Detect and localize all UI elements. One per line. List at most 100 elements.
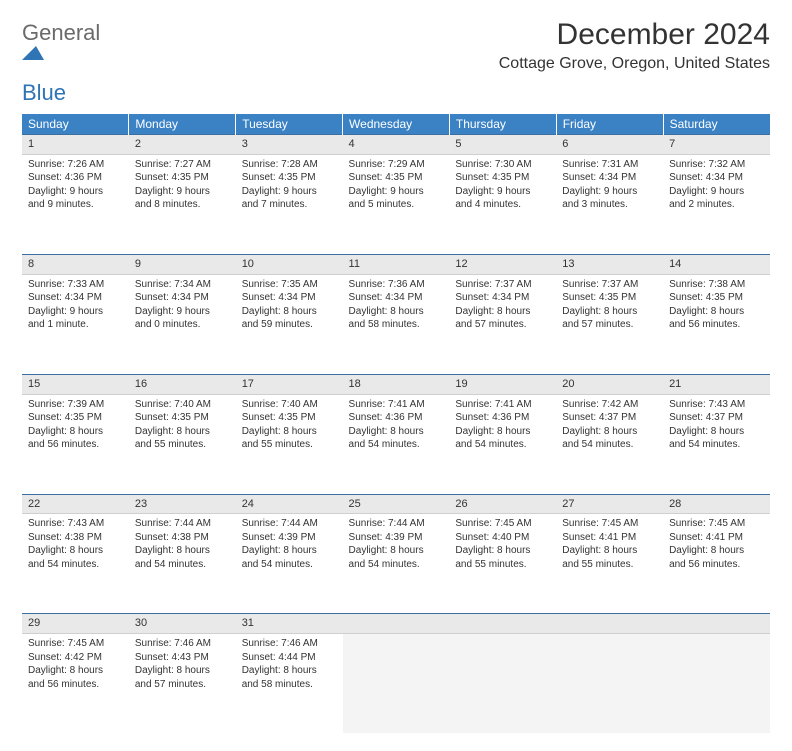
- day-info-line: Sunrise: 7:38 AM: [669, 278, 764, 292]
- day-content-cell: Sunrise: 7:41 AMSunset: 4:36 PMDaylight:…: [343, 394, 450, 494]
- day-info-line: and 59 minutes.: [242, 318, 337, 332]
- day-number-cell: 10: [236, 254, 343, 274]
- day-content-cell: Sunrise: 7:44 AMSunset: 4:39 PMDaylight:…: [343, 514, 450, 614]
- day-info-line: Sunset: 4:34 PM: [669, 171, 764, 185]
- day-content-row: Sunrise: 7:39 AMSunset: 4:35 PMDaylight:…: [22, 394, 770, 494]
- day-info-line: and 54 minutes.: [349, 558, 444, 572]
- day-number-row: 293031: [22, 614, 770, 634]
- day-content-cell: Sunrise: 7:43 AMSunset: 4:37 PMDaylight:…: [663, 394, 770, 494]
- day-info-line: Sunrise: 7:44 AM: [242, 517, 337, 531]
- day-info-line: Sunset: 4:36 PM: [349, 411, 444, 425]
- day-content-cell: Sunrise: 7:31 AMSunset: 4:34 PMDaylight:…: [556, 154, 663, 254]
- day-info-line: Sunset: 4:35 PM: [242, 411, 337, 425]
- day-info-line: Daylight: 8 hours: [242, 305, 337, 319]
- day-info-line: and 58 minutes.: [349, 318, 444, 332]
- day-info-line: Sunrise: 7:32 AM: [669, 158, 764, 172]
- day-info-line: Sunset: 4:41 PM: [562, 531, 657, 545]
- day-content-cell: Sunrise: 7:27 AMSunset: 4:35 PMDaylight:…: [129, 154, 236, 254]
- day-number-cell: 19: [449, 374, 556, 394]
- day-info-line: and 5 minutes.: [349, 198, 444, 212]
- day-number-cell: 12: [449, 254, 556, 274]
- day-content-cell: Sunrise: 7:32 AMSunset: 4:34 PMDaylight:…: [663, 154, 770, 254]
- day-info-line: Sunset: 4:44 PM: [242, 651, 337, 665]
- day-number-cell: 25: [343, 494, 450, 514]
- day-number-cell: 26: [449, 494, 556, 514]
- logo-blue: Blue: [22, 80, 66, 105]
- day-info-line: Sunset: 4:35 PM: [669, 291, 764, 305]
- day-number-cell: 17: [236, 374, 343, 394]
- day-number-cell: 15: [22, 374, 129, 394]
- day-info-line: Sunrise: 7:45 AM: [669, 517, 764, 531]
- logo-triangle-icon: [22, 44, 100, 60]
- day-number-cell: 30: [129, 614, 236, 634]
- day-info-line: Sunrise: 7:45 AM: [562, 517, 657, 531]
- day-content-cell: Sunrise: 7:45 AMSunset: 4:42 PMDaylight:…: [22, 634, 129, 734]
- day-number-cell: 22: [22, 494, 129, 514]
- logo-general: General: [22, 20, 100, 45]
- day-info-line: Sunrise: 7:43 AM: [28, 517, 123, 531]
- day-info-line: Daylight: 8 hours: [669, 544, 764, 558]
- day-content-row: Sunrise: 7:45 AMSunset: 4:42 PMDaylight:…: [22, 634, 770, 734]
- weekday-header: Saturday: [663, 114, 770, 135]
- day-info-line: and 54 minutes.: [28, 558, 123, 572]
- day-content-cell: Sunrise: 7:46 AMSunset: 4:44 PMDaylight:…: [236, 634, 343, 734]
- day-info-line: Daylight: 8 hours: [455, 425, 550, 439]
- day-content-cell: Sunrise: 7:43 AMSunset: 4:38 PMDaylight:…: [22, 514, 129, 614]
- logo-text: General Blue: [22, 22, 100, 104]
- day-info-line: Sunrise: 7:34 AM: [135, 278, 230, 292]
- day-info-line: Sunset: 4:34 PM: [349, 291, 444, 305]
- day-info-line: and 54 minutes.: [562, 438, 657, 452]
- day-info-line: and 3 minutes.: [562, 198, 657, 212]
- day-info-line: Sunset: 4:35 PM: [242, 171, 337, 185]
- day-info-line: Sunrise: 7:30 AM: [455, 158, 550, 172]
- day-info-line: and 54 minutes.: [242, 558, 337, 572]
- day-content-cell: Sunrise: 7:45 AMSunset: 4:40 PMDaylight:…: [449, 514, 556, 614]
- day-content-cell: [663, 634, 770, 734]
- day-content-cell: Sunrise: 7:44 AMSunset: 4:38 PMDaylight:…: [129, 514, 236, 614]
- day-info-line: Sunset: 4:34 PM: [562, 171, 657, 185]
- day-info-line: Daylight: 8 hours: [242, 425, 337, 439]
- day-content-cell: Sunrise: 7:46 AMSunset: 4:43 PMDaylight:…: [129, 634, 236, 734]
- day-number-row: 1234567: [22, 135, 770, 155]
- day-info-line: Sunset: 4:34 PM: [242, 291, 337, 305]
- day-info-line: and 57 minutes.: [455, 318, 550, 332]
- day-info-line: Daylight: 9 hours: [135, 305, 230, 319]
- day-content-cell: Sunrise: 7:28 AMSunset: 4:35 PMDaylight:…: [236, 154, 343, 254]
- day-info-line: Sunset: 4:39 PM: [242, 531, 337, 545]
- day-info-line: and 57 minutes.: [562, 318, 657, 332]
- day-info-line: Sunrise: 7:37 AM: [562, 278, 657, 292]
- logo: General Blue: [22, 18, 100, 104]
- day-number-cell: 5: [449, 135, 556, 155]
- day-info-line: Daylight: 8 hours: [455, 544, 550, 558]
- day-content-cell: Sunrise: 7:45 AMSunset: 4:41 PMDaylight:…: [556, 514, 663, 614]
- day-info-line: Daylight: 8 hours: [242, 544, 337, 558]
- day-info-line: Daylight: 9 hours: [669, 185, 764, 199]
- day-info-line: Daylight: 8 hours: [135, 664, 230, 678]
- day-content-cell: Sunrise: 7:34 AMSunset: 4:34 PMDaylight:…: [129, 274, 236, 374]
- day-info-line: Daylight: 9 hours: [455, 185, 550, 199]
- day-number-cell: 7: [663, 135, 770, 155]
- day-number-cell: 31: [236, 614, 343, 634]
- day-info-line: Sunrise: 7:44 AM: [135, 517, 230, 531]
- day-info-line: and 8 minutes.: [135, 198, 230, 212]
- day-content-cell: Sunrise: 7:41 AMSunset: 4:36 PMDaylight:…: [449, 394, 556, 494]
- day-info-line: Sunset: 4:34 PM: [455, 291, 550, 305]
- day-info-line: Sunset: 4:38 PM: [135, 531, 230, 545]
- day-info-line: Sunset: 4:43 PM: [135, 651, 230, 665]
- day-info-line: Sunset: 4:35 PM: [135, 411, 230, 425]
- day-info-line: Sunrise: 7:41 AM: [349, 398, 444, 412]
- day-info-line: Daylight: 8 hours: [135, 544, 230, 558]
- day-info-line: Sunrise: 7:42 AM: [562, 398, 657, 412]
- day-info-line: Daylight: 8 hours: [242, 664, 337, 678]
- day-info-line: Daylight: 9 hours: [242, 185, 337, 199]
- day-info-line: and 55 minutes.: [135, 438, 230, 452]
- day-content-cell: [343, 634, 450, 734]
- calendar-table: Sunday Monday Tuesday Wednesday Thursday…: [22, 114, 770, 733]
- day-content-cell: Sunrise: 7:38 AMSunset: 4:35 PMDaylight:…: [663, 274, 770, 374]
- day-info-line: Sunrise: 7:45 AM: [28, 637, 123, 651]
- day-content-cell: Sunrise: 7:26 AMSunset: 4:36 PMDaylight:…: [22, 154, 129, 254]
- day-info-line: Sunrise: 7:39 AM: [28, 398, 123, 412]
- day-number-cell: [556, 614, 663, 634]
- day-info-line: Daylight: 8 hours: [135, 425, 230, 439]
- day-info-line: Daylight: 8 hours: [349, 544, 444, 558]
